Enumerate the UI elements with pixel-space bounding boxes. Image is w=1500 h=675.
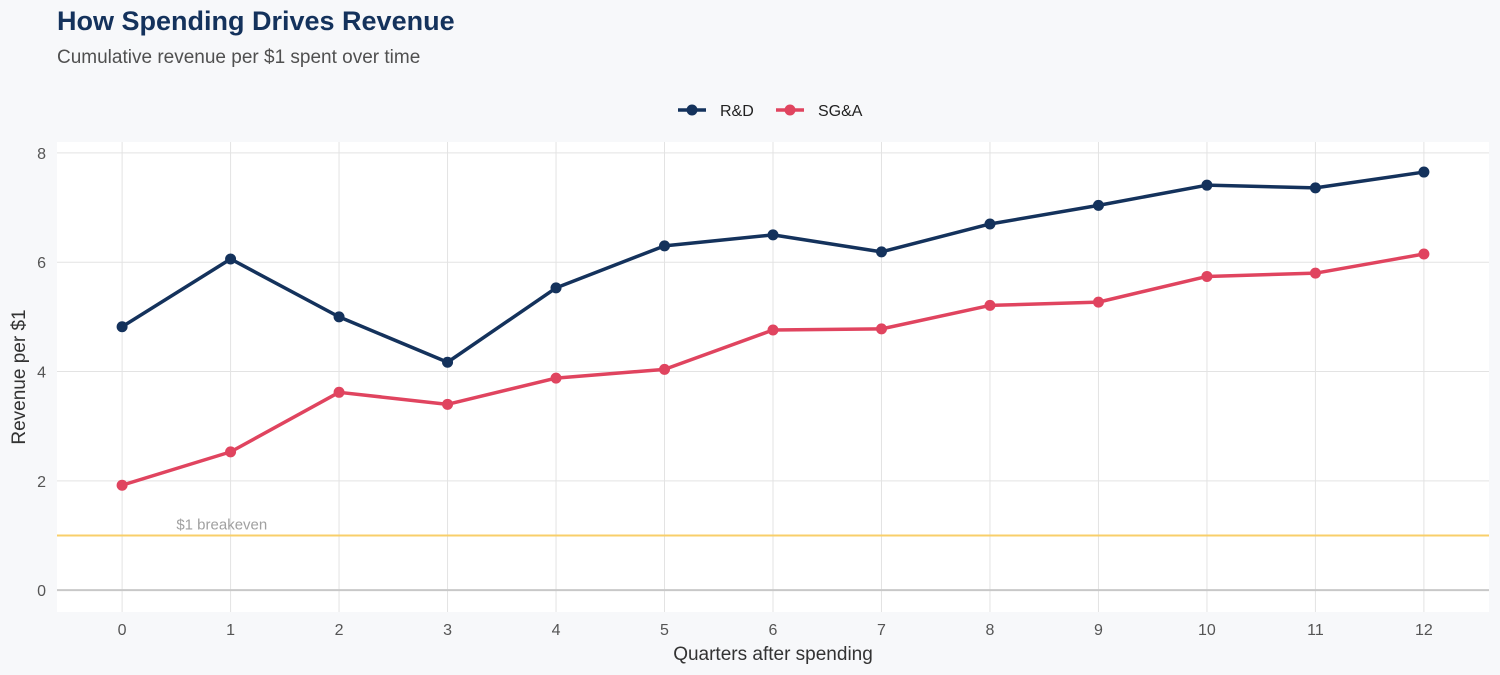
y-tick-label: 4	[37, 365, 46, 382]
data-point-sga	[1201, 270, 1213, 282]
y-tick-label: 6	[37, 255, 46, 272]
x-tick-label: 6	[769, 622, 778, 639]
legend: R&D SG&A	[678, 103, 863, 120]
data-point-rd	[116, 321, 128, 333]
series-group	[116, 166, 1430, 491]
y-axis-title: Revenue per $1	[9, 309, 30, 444]
x-tick-label: 0	[118, 622, 127, 639]
y-tick-label: 0	[37, 583, 46, 600]
data-point-sga	[1092, 296, 1104, 308]
data-point-rd	[767, 229, 779, 241]
legend-marker-sga	[784, 104, 796, 116]
x-tick-label: 7	[877, 622, 886, 639]
chart-subtitle: Cumulative revenue per $1 spent over tim…	[57, 47, 421, 68]
data-point-sga	[225, 446, 237, 458]
x-tick-labels: 0 1 2 3 4 5 6 7 8 9 10 11 12	[118, 622, 1433, 639]
x-tick-label: 2	[335, 622, 344, 639]
data-point-rd	[442, 356, 454, 368]
data-point-sga	[550, 372, 562, 384]
x-grid	[121, 142, 1425, 612]
y-tick-label: 2	[37, 474, 46, 491]
x-tick-label: 10	[1198, 622, 1216, 639]
x-axis-title: Quarters after spending	[673, 644, 873, 665]
x-tick-label: 1	[226, 622, 235, 639]
data-point-sga	[1418, 248, 1430, 260]
y-tick-label: 8	[37, 146, 46, 163]
data-point-sga	[659, 363, 671, 375]
data-point-sga	[442, 398, 454, 410]
data-point-rd	[875, 246, 887, 258]
data-point-sga	[875, 323, 887, 335]
legend-label-rd: R&D	[720, 103, 754, 120]
data-point-rd	[333, 311, 345, 323]
data-point-sga	[333, 386, 345, 398]
data-point-sga	[984, 299, 996, 311]
data-point-rd	[225, 253, 237, 265]
x-tick-label: 4	[552, 622, 561, 639]
data-point-rd	[550, 282, 562, 294]
x-tick-label: 12	[1415, 622, 1433, 639]
x-tick-label: 3	[443, 622, 452, 639]
x-tick-label: 5	[660, 622, 669, 639]
chart-title: How Spending Drives Revenue	[57, 6, 455, 36]
data-point-sga	[116, 479, 128, 491]
data-point-rd	[1309, 182, 1321, 194]
data-point-rd	[1092, 199, 1104, 211]
breakeven-label: $1 breakeven	[176, 516, 267, 533]
x-tick-label: 9	[1094, 622, 1103, 639]
x-tick-label: 11	[1307, 622, 1324, 639]
legend-marker-rd	[686, 104, 698, 116]
data-point-sga	[1309, 267, 1321, 279]
x-tick-label: 8	[986, 622, 995, 639]
data-point-sga	[767, 324, 779, 336]
y-tick-labels: 0 2 4 6 8	[37, 146, 46, 600]
data-point-rd	[1201, 179, 1213, 191]
legend-label-sga: SG&A	[818, 103, 863, 120]
data-point-rd	[984, 218, 996, 230]
data-point-rd	[659, 240, 671, 252]
data-point-rd	[1418, 166, 1430, 178]
